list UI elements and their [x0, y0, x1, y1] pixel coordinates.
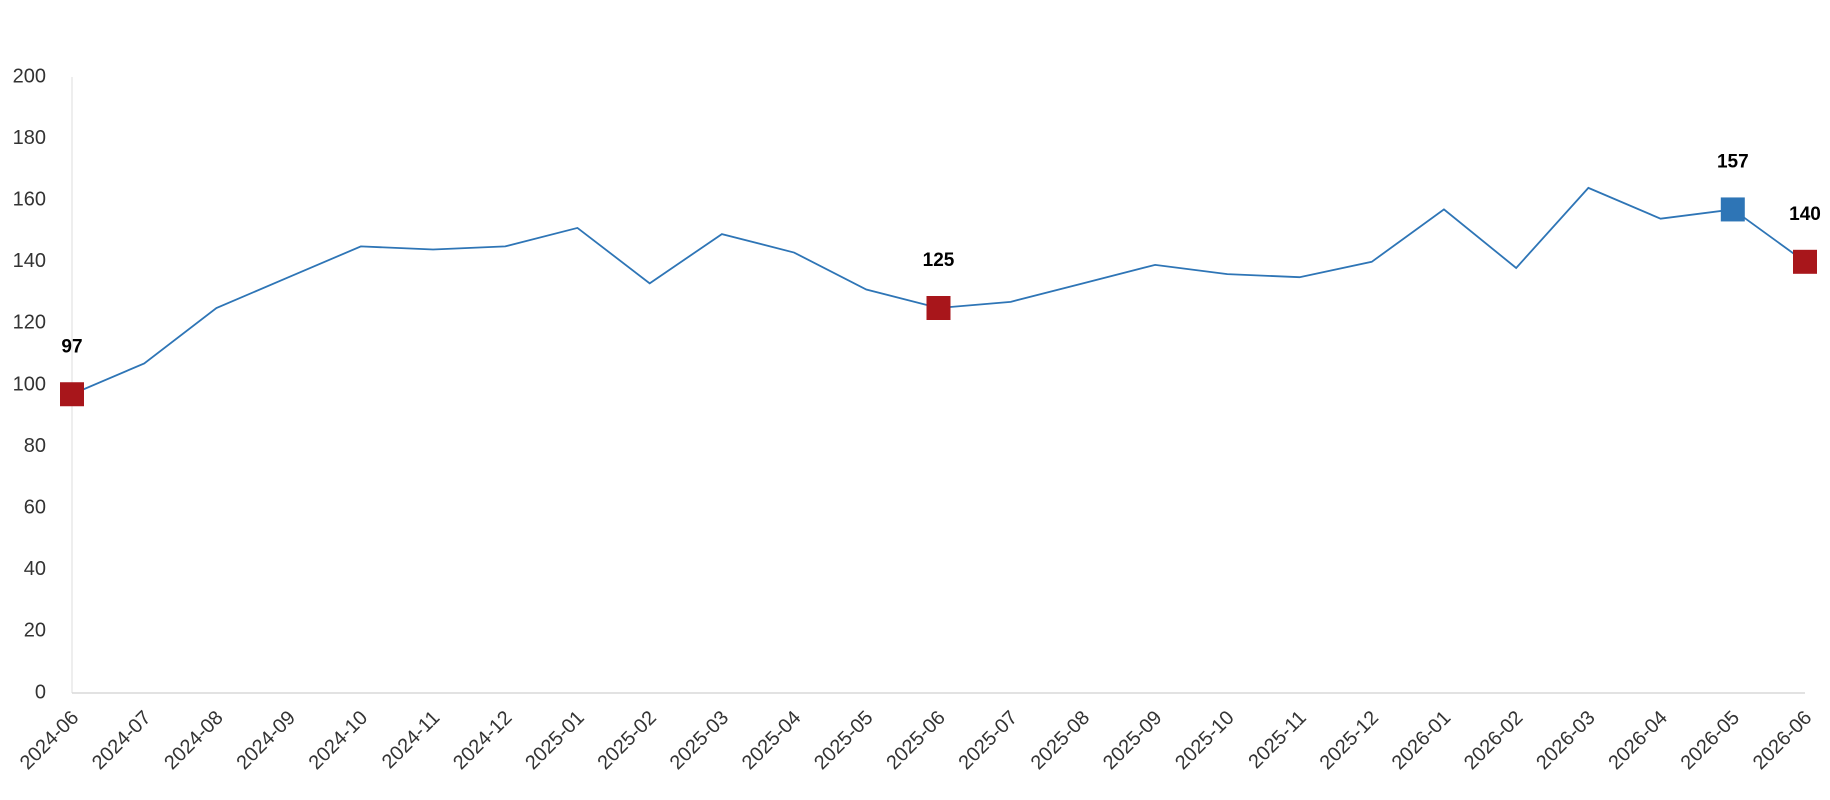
x-tick-label: 2026-06	[1749, 707, 1816, 774]
x-tick-label: 2025-06	[882, 707, 949, 774]
x-tick-label: 2025-03	[666, 707, 733, 774]
x-tick-label: 2024-09	[232, 707, 299, 774]
y-tick-label: 60	[24, 496, 46, 518]
y-tick-label: 0	[35, 681, 46, 703]
x-tick-label: 2024-06	[16, 707, 83, 774]
y-tick-label: 160	[13, 188, 46, 210]
x-tick-label: 2025-07	[955, 707, 1022, 774]
x-tick-label: 2024-08	[160, 707, 227, 774]
marker	[1720, 197, 1745, 222]
y-tick-label: 40	[24, 558, 46, 580]
x-tick-label: 2026-03	[1532, 707, 1599, 774]
x-tick-label: 2026-02	[1460, 707, 1527, 774]
x-tick-label: 2024-12	[449, 707, 516, 774]
x-tick-label: 2026-04	[1604, 707, 1671, 774]
x-tick-label: 2024-10	[305, 707, 372, 774]
data-label: 140	[1789, 204, 1821, 225]
marker	[60, 382, 84, 407]
y-tick-label: 200	[13, 65, 46, 87]
x-tick-label: 2025-10	[1171, 707, 1238, 774]
marker	[1793, 249, 1817, 274]
x-tick-label: 2024-11	[378, 707, 444, 773]
data-label: 157	[1717, 151, 1749, 172]
y-tick-label: 100	[13, 373, 46, 395]
y-tick-label: 120	[13, 312, 46, 334]
x-tick-label: 2025-01	[521, 707, 588, 774]
y-tick-label: 20	[24, 620, 46, 642]
data-label: 97	[61, 336, 82, 357]
x-tick-label: 2025-12	[1316, 707, 1383, 774]
marker	[926, 296, 951, 320]
x-tick-label: 2026-01	[1388, 707, 1455, 774]
x-tick-label: 2026-05	[1677, 707, 1744, 774]
line	[71, 186, 1806, 396]
y-tick-label: 80	[24, 435, 46, 457]
data-label: 125	[923, 250, 955, 271]
x-tick-label: 2025-05	[810, 707, 877, 774]
x-tick-label: 2025-04	[738, 707, 805, 774]
x-tick-label: 2025-02	[593, 707, 660, 774]
y-tick-label: 180	[13, 127, 46, 149]
x-tick-label: 2025-09	[1099, 707, 1166, 774]
x-tick-label: 2025-08	[1027, 707, 1094, 774]
x-tick-label: 2025-11	[1244, 707, 1310, 773]
y-tick-label: 140	[13, 250, 46, 272]
x-tick-label: 2024-07	[88, 707, 155, 774]
